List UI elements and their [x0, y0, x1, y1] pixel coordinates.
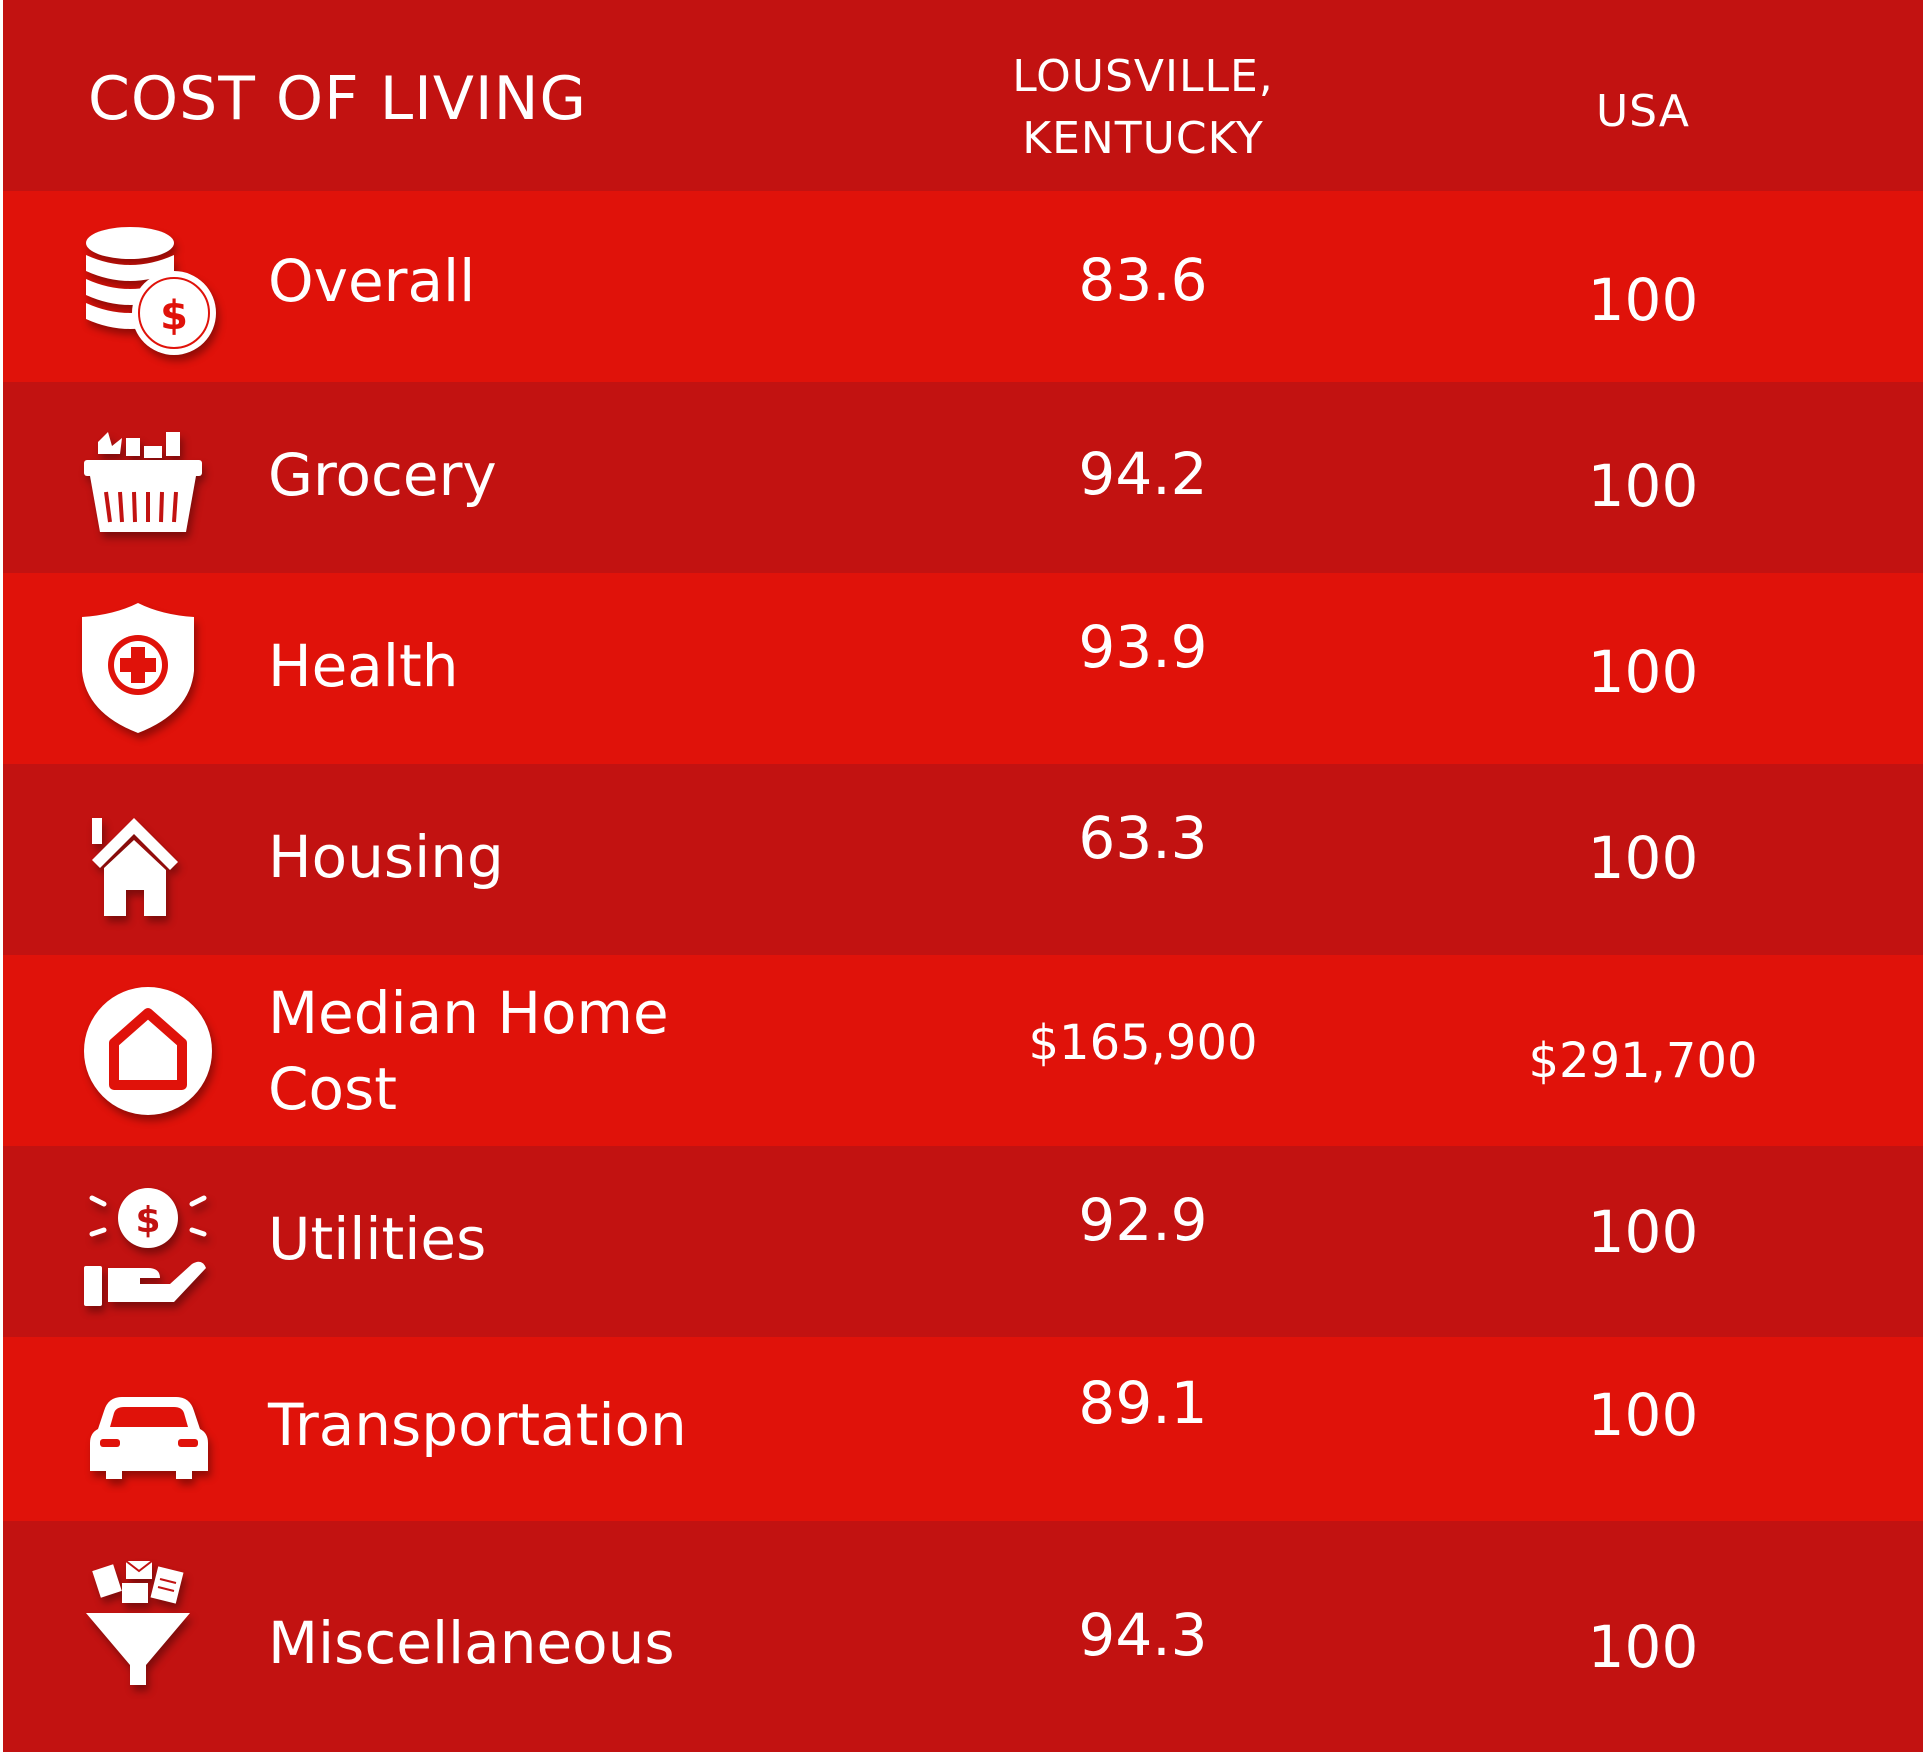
row-label: Housing	[268, 823, 504, 891]
column-header-local: LOUSVILLE, KENTUCKY	[943, 46, 1343, 170]
local-value: 63.3	[1078, 804, 1208, 872]
usa-value: 100	[1587, 1381, 1699, 1449]
table-row-housing: Housing 63.3 100	[3, 764, 1923, 955]
table-row-grocery: Grocery 94.2 100	[3, 382, 1923, 573]
table-title: COST OF LIVING	[88, 64, 587, 134]
house-icon	[78, 810, 218, 950]
usa-value: 100	[1587, 1613, 1699, 1681]
row-label: Utilities	[268, 1205, 487, 1273]
local-value: 94.2	[1078, 440, 1208, 508]
funnel-media-icon	[78, 1557, 218, 1697]
column-header-local-line2: KENTUCKY	[1022, 113, 1264, 164]
coins-dollar-icon: $	[78, 221, 218, 361]
table-row-health: Health 93.9 100	[3, 573, 1923, 764]
health-shield-icon	[78, 601, 218, 741]
column-header-usa: USA	[1595, 86, 1691, 137]
local-value: 94.3	[1078, 1601, 1208, 1669]
row-label: Transportation	[268, 1391, 687, 1459]
usa-value: $291,700	[1528, 1033, 1758, 1089]
column-header-local-line1: LOUSVILLE,	[1012, 51, 1274, 102]
usa-value: 100	[1587, 1198, 1699, 1266]
svg-text:$: $	[160, 293, 188, 339]
local-value: 93.9	[1078, 613, 1208, 681]
row-label: Health	[268, 632, 459, 700]
usa-value: 100	[1587, 638, 1699, 706]
usa-value: 100	[1587, 452, 1699, 520]
table-row-overall: $ Overall 83.6 100	[3, 191, 1923, 382]
usa-value: 100	[1587, 266, 1699, 334]
table-row-median-home-cost: Median Home Cost $165,900 $291,700	[3, 955, 1923, 1146]
row-label-line2: Cost	[268, 1055, 397, 1123]
local-value: 92.9	[1078, 1186, 1208, 1254]
table-row-transportation: Transportation 89.1 100	[3, 1337, 1923, 1521]
car-icon	[78, 1367, 218, 1507]
row-label: Miscellaneous	[268, 1609, 675, 1677]
svg-text:$: $	[135, 1200, 160, 1241]
local-value: $165,900	[1028, 1015, 1258, 1071]
usa-value: 100	[1587, 824, 1699, 892]
hand-coin-icon: $	[78, 1184, 218, 1324]
table-row-miscellaneous: Miscellaneous 94.3 100	[3, 1521, 1923, 1752]
home-circle-icon	[78, 981, 218, 1121]
row-label-line1: Median Home	[268, 979, 669, 1047]
cost-of-living-table: COST OF LIVING LOUSVILLE, KENTUCKY USA $…	[3, 0, 1923, 1752]
table-row-utilities: $ Utilities 92.9 100	[3, 1146, 1923, 1337]
table-header: COST OF LIVING LOUSVILLE, KENTUCKY USA	[3, 0, 1923, 191]
local-value: 83.6	[1078, 246, 1208, 314]
local-value: 89.1	[1078, 1369, 1208, 1437]
grocery-basket-icon	[78, 432, 218, 572]
row-label: Overall	[268, 247, 476, 315]
row-label: Grocery	[268, 441, 497, 509]
row-label: Median Home Cost	[268, 975, 669, 1127]
